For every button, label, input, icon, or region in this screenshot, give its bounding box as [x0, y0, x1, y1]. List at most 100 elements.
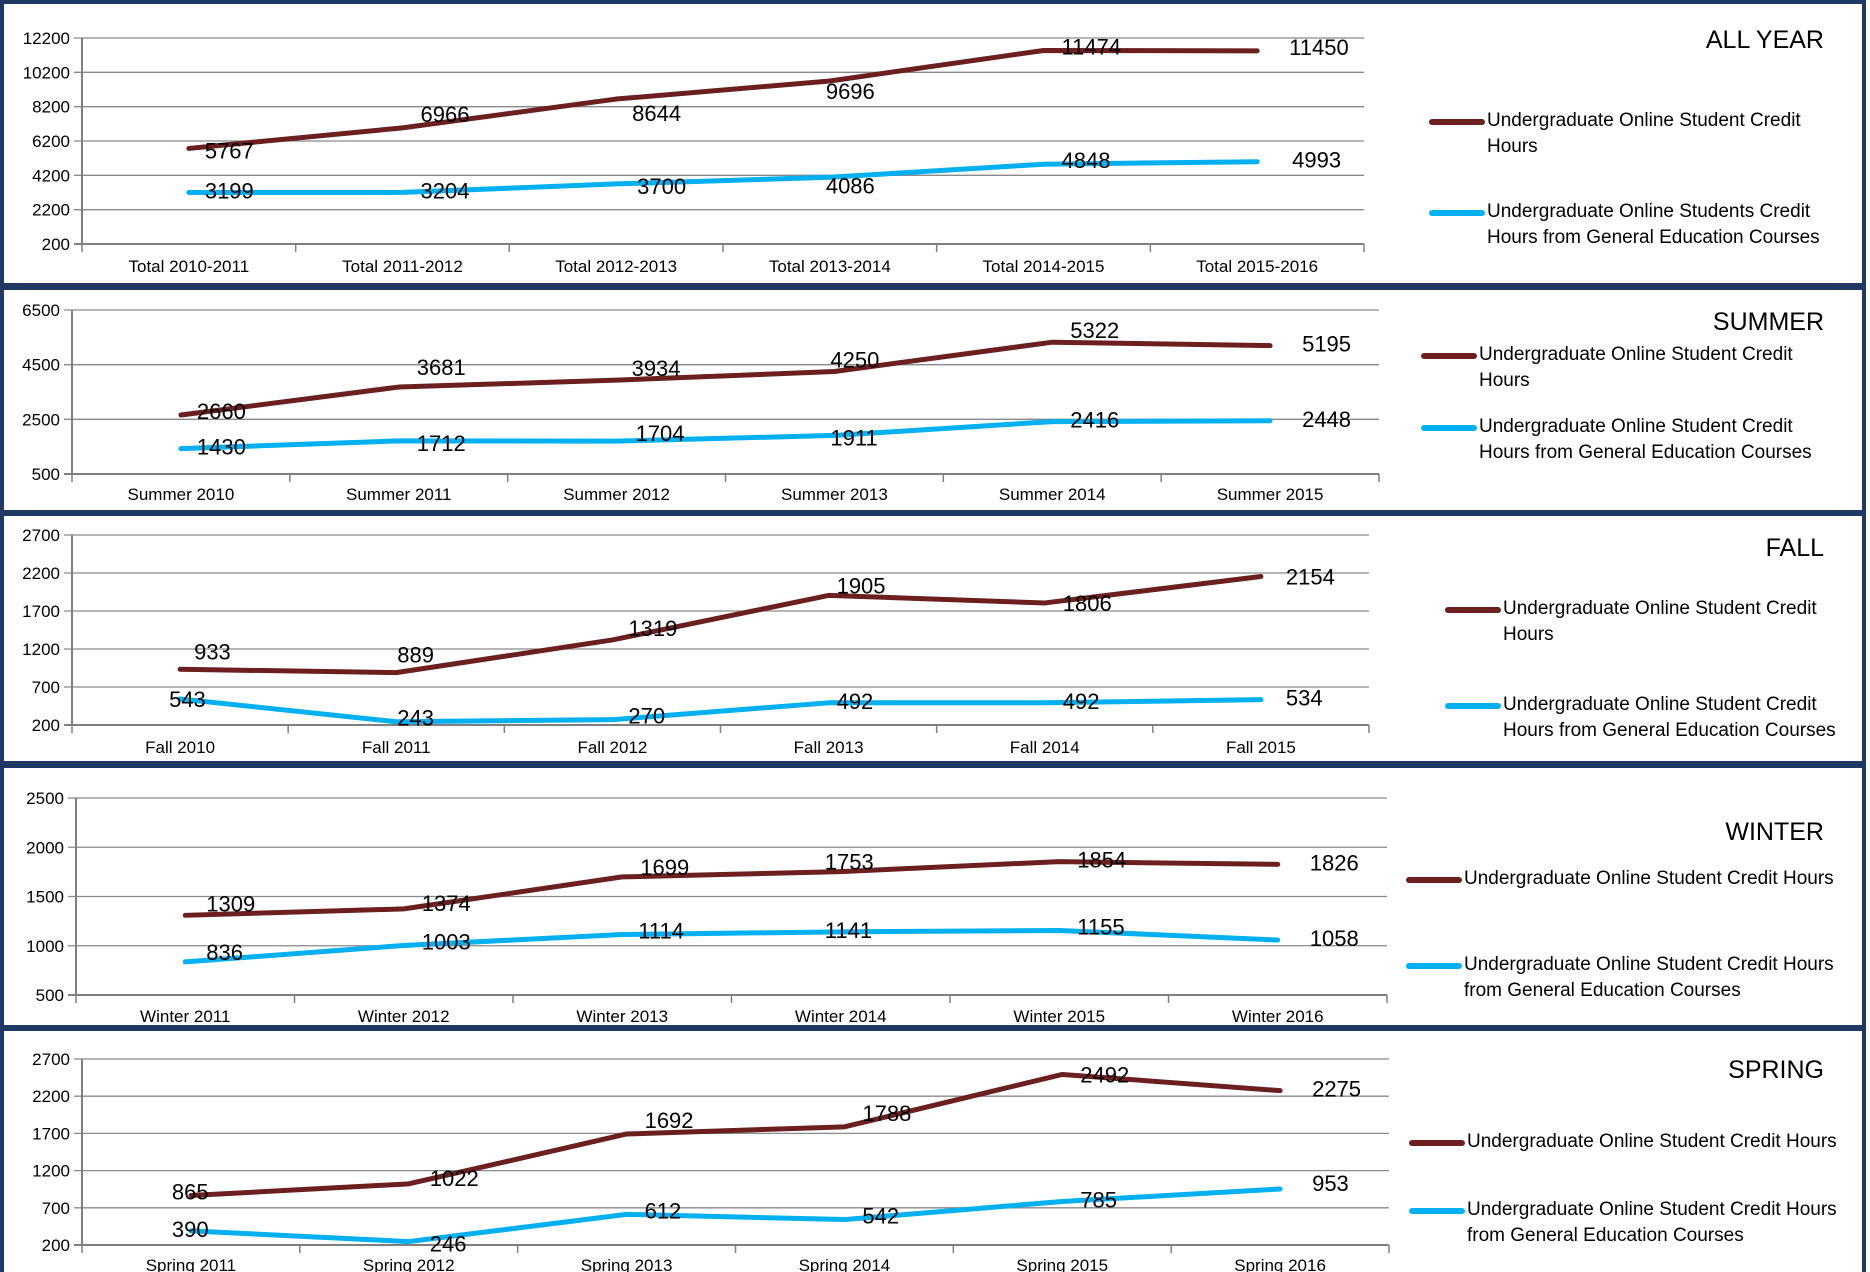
y-tick-label: 6200 — [32, 132, 70, 151]
y-tick-label: 2500 — [22, 410, 60, 429]
data-label: 3204 — [421, 178, 470, 203]
data-label: 1699 — [640, 855, 689, 880]
chart-panel-winter: 500 1000 1500 2000 2500 Winter 2011 Winter 201… — [0, 764, 1866, 1029]
data-label: 492 — [837, 689, 874, 714]
x-tick-label: Fall 2014 — [1010, 738, 1080, 757]
data-label: 1712 — [417, 431, 466, 456]
x-tick-label: Winter 2015 — [1013, 1007, 1105, 1026]
legend-label: Undergraduate Online Student Credit Hour… — [1503, 694, 1836, 741]
data-label: 3199 — [205, 179, 254, 204]
data-label: 2275 — [1312, 1077, 1361, 1102]
y-tick-label: 500 — [36, 986, 64, 1005]
data-label: 785 — [1080, 1187, 1117, 1212]
data-label: 1788 — [862, 1101, 911, 1126]
x-tick-label: Fall 2013 — [794, 738, 864, 757]
series-line-gen-ed — [182, 927, 1281, 965]
data-label: 1309 — [206, 891, 255, 916]
data-label: 1374 — [422, 891, 471, 916]
y-tick-label: 2200 — [32, 201, 70, 220]
data-label: 1911 — [830, 425, 877, 450]
y-tick-label: 2700 — [22, 526, 60, 545]
x-tick-label: Total 2012-2013 — [555, 257, 677, 276]
legend-item-gen-ed: Undergraduate Online Student Credit Hour… — [1445, 692, 1863, 744]
y-tick-label: 6500 — [22, 301, 60, 320]
y-tick-label: 200 — [42, 1236, 70, 1255]
x-tick-label: Spring 2015 — [1016, 1256, 1108, 1272]
data-label: 2448 — [1302, 407, 1351, 432]
x-tick-label: Winter 2016 — [1232, 1007, 1324, 1026]
data-label: 1430 — [197, 435, 246, 460]
data-label: 11474 — [1062, 34, 1122, 59]
data-label: 1854 — [1077, 848, 1126, 873]
x-tick-label: Spring 2016 — [1234, 1256, 1326, 1272]
legend-item-gen-ed: Undergraduate Online Student Credit Hour… — [1409, 1197, 1867, 1249]
y-tick-label: 500 — [32, 465, 60, 484]
x-tick-label: Total 2011-2012 — [342, 257, 463, 276]
series-line-credit-hours — [178, 339, 1273, 418]
legend-line-gen-ed — [1409, 1208, 1465, 1214]
series-line-credit-hours — [186, 47, 1260, 151]
y-tick-label: 200 — [42, 235, 70, 254]
data-label: 1141 — [825, 918, 872, 943]
data-label: 543 — [169, 687, 206, 712]
data-label: 2660 — [197, 399, 246, 424]
x-tick-label: Spring 2011 — [146, 1256, 236, 1272]
legend-label: Undergraduate Online Student Credit Hour… — [1479, 344, 1793, 391]
series-line-gen-ed — [188, 1186, 1283, 1245]
x-tick-label: Total 2013-2014 — [769, 257, 891, 276]
y-tick-label: 2200 — [32, 1087, 70, 1106]
y-tick-label: 2700 — [32, 1050, 70, 1069]
legend-item-credit-hours: Undergraduate Online Student Credit Hour… — [1406, 866, 1864, 892]
legend-item-credit-hours: Undergraduate Online Student Credit Hour… — [1421, 342, 1829, 394]
data-label: 1114 — [638, 919, 684, 944]
x-tick-label: Total 2010-2011 — [128, 257, 249, 276]
y-tick-label: 2000 — [26, 838, 64, 857]
data-label: 542 — [862, 1204, 899, 1229]
legend-label: Undergraduate Online Student Credit Hour… — [1467, 1131, 1837, 1152]
data-label: 612 — [645, 1198, 682, 1223]
chart-panel-summer: 500 2500 4500 6500 Summer 2010 Summer 2011 Sum… — [0, 286, 1866, 514]
data-label: 4250 — [830, 348, 879, 373]
data-label: 3681 — [417, 355, 466, 380]
y-tick-label: 1700 — [32, 1124, 70, 1143]
y-tick-label: 2200 — [22, 564, 60, 583]
legend-label: Undergraduate Online Student Credit Hour… — [1479, 416, 1812, 463]
data-label: 836 — [206, 940, 243, 965]
data-label: 933 — [194, 639, 231, 664]
series-line-credit-hours — [177, 573, 1264, 676]
chart-title: FALL — [1765, 534, 1824, 562]
data-label: 6966 — [421, 102, 470, 127]
series-line-gen-ed — [178, 418, 1273, 452]
legend-line-credit-hours — [1429, 119, 1485, 125]
line-chart-all-year: 200 2200 4200 6200 8200 10200 12200 Total 2010-… — [23, 29, 1365, 276]
x-tick-label: Spring 2013 — [581, 1256, 673, 1272]
x-tick-label: Summer 2012 — [563, 485, 670, 504]
data-label: 270 — [628, 704, 665, 729]
x-tick-label: Summer 2014 — [999, 485, 1106, 504]
x-tick-label: Summer 2010 — [128, 485, 235, 504]
data-label: 1022 — [430, 1166, 479, 1191]
data-label: 243 — [397, 706, 434, 731]
data-label: 2154 — [1286, 564, 1335, 589]
legend-item-gen-ed: Undergraduate Online Student Credit Hour… — [1421, 414, 1829, 466]
legend-item-credit-hours: Undergraduate Online Student Credit Hour… — [1445, 596, 1823, 648]
data-label: 865 — [172, 1180, 209, 1205]
data-label: 5195 — [1302, 332, 1351, 357]
data-label: 3700 — [637, 174, 686, 199]
y-tick-label: 1700 — [22, 602, 60, 621]
y-tick-label: 4200 — [32, 166, 70, 185]
y-tick-label: 1200 — [22, 640, 60, 659]
y-tick-label: 12200 — [23, 29, 70, 48]
y-tick-label: 8200 — [32, 98, 70, 117]
x-tick-label: Winter 2013 — [576, 1007, 668, 1026]
chart-panel-spring: 200 700 1200 1700 2200 2700 Spring 2011 Spring … — [0, 1027, 1866, 1272]
legend-label: Undergraduate Online Student Credit Hour… — [1487, 110, 1801, 157]
y-tick-label: 2500 — [26, 789, 64, 808]
line-chart-summer: 500 2500 4500 6500 Summer 2010 Summer 2011 Sum… — [22, 301, 1380, 504]
chart-title: SUMMER — [1712, 308, 1824, 336]
data-label: 390 — [172, 1217, 209, 1242]
legend-item-credit-hours: Undergraduate Online Student Credit Hour… — [1409, 1129, 1867, 1155]
legend-line-credit-hours — [1406, 877, 1462, 883]
series-line-credit-hours — [188, 1071, 1283, 1199]
data-label: 5322 — [1070, 318, 1119, 343]
